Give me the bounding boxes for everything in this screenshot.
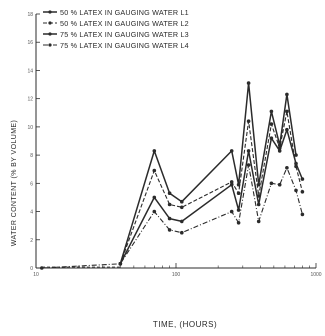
legend-marker xyxy=(48,21,52,25)
data-point xyxy=(180,205,184,210)
x-axis-label: TIME, (HOURS) xyxy=(153,320,217,329)
data-point xyxy=(236,191,241,195)
y-tick-label: 4 xyxy=(30,210,33,216)
x-tick-label: 100 xyxy=(172,272,181,278)
x-tick-label: 1000 xyxy=(310,272,321,278)
series-1 xyxy=(118,81,298,266)
data-point xyxy=(269,109,274,114)
data-point xyxy=(229,182,234,187)
legend: 50 % LATEX IN GAUGING WATER L1 50 % LATEX… xyxy=(43,8,189,50)
data-point xyxy=(285,166,289,170)
y-tick-label: 10 xyxy=(27,125,33,131)
data-point xyxy=(277,149,282,153)
data-point xyxy=(167,191,172,195)
y-tick-label: 8 xyxy=(30,153,33,159)
data-point xyxy=(246,119,251,123)
legend-marker xyxy=(48,10,52,14)
data-point xyxy=(246,163,251,167)
data-point xyxy=(294,161,298,166)
data-point xyxy=(285,92,289,97)
data-point xyxy=(246,149,251,153)
data-point xyxy=(246,81,251,85)
legend-label: 50 % LATEX IN GAUGING WATER L2 xyxy=(60,19,189,28)
data-point xyxy=(269,181,274,186)
data-point xyxy=(269,136,274,140)
data-point xyxy=(294,188,298,193)
series-line xyxy=(119,82,297,265)
axis-ticks: 0 2 4 6 8 10 12 14 16 18 10 100 1000 xyxy=(27,12,321,278)
data-point xyxy=(180,219,184,224)
legend-marker xyxy=(48,32,52,36)
y-tick-label: 0 xyxy=(30,266,33,272)
data-point xyxy=(294,153,298,157)
data-point xyxy=(180,230,184,235)
data-point xyxy=(300,190,305,194)
y-axis-label: WATER CONTENT (% BY VOLUME) xyxy=(11,120,18,246)
y-tick-label: 6 xyxy=(30,181,33,187)
series-line xyxy=(41,164,303,269)
legend-label: 75 % LATEX IN GAUGING WATER L4 xyxy=(60,41,189,50)
data-point xyxy=(285,127,289,132)
data-point xyxy=(229,209,234,214)
y-tick-label: 18 xyxy=(27,12,33,18)
data-point xyxy=(229,149,234,153)
y-tick-label: 14 xyxy=(27,68,33,74)
y-tick-label: 16 xyxy=(27,40,33,46)
data-point xyxy=(180,199,184,204)
data-point xyxy=(152,149,157,153)
data-point xyxy=(152,168,157,173)
series-line xyxy=(119,110,303,264)
series-4 xyxy=(40,163,305,270)
y-tick-label: 2 xyxy=(30,238,33,244)
data-point xyxy=(118,262,123,266)
data-point xyxy=(167,202,172,207)
data-point xyxy=(277,182,282,187)
data-point xyxy=(229,180,234,184)
data-point xyxy=(285,109,289,114)
legend-label: 50 % LATEX IN GAUGING WATER L1 xyxy=(60,8,189,17)
data-point xyxy=(167,228,172,232)
legend-marker xyxy=(48,43,52,47)
data-point xyxy=(167,216,172,221)
data-point xyxy=(236,221,241,225)
legend-label: 75 % LATEX IN GAUGING WATER L3 xyxy=(60,30,189,39)
y-tick-label: 12 xyxy=(27,97,33,103)
series-3 xyxy=(118,127,305,266)
data-point xyxy=(300,212,305,217)
data-point xyxy=(152,209,157,214)
data-series xyxy=(40,81,305,270)
data-point xyxy=(236,208,241,212)
data-point xyxy=(256,219,261,224)
data-point xyxy=(256,202,261,207)
data-point xyxy=(269,122,274,126)
data-point xyxy=(300,177,305,181)
data-point xyxy=(152,195,157,200)
x-tick-label: 10 xyxy=(33,272,39,278)
series-line xyxy=(119,128,304,265)
